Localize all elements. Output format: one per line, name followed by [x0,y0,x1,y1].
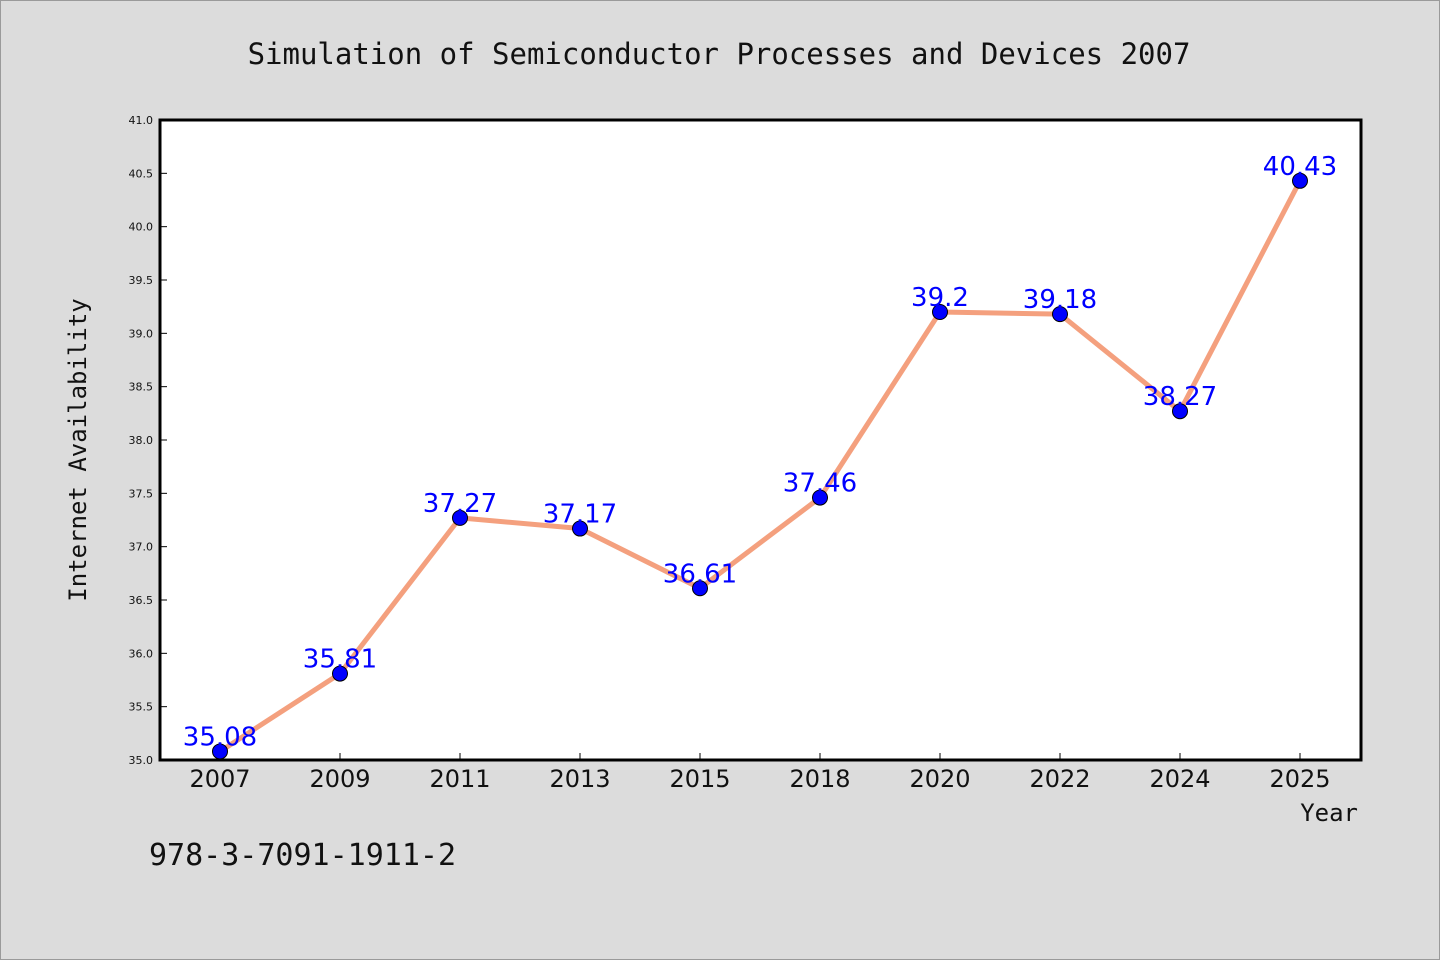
y-tick-label: 35.5 [129,701,154,714]
x-tick-label: 2011 [429,765,490,793]
series-line-group [217,178,1303,754]
y-tick-label: 35.0 [129,754,154,767]
data-label: 39.2 [911,283,969,313]
data-point [1292,172,1308,189]
data-point [332,665,348,682]
x-tick-label: 2024 [1149,765,1210,793]
data-markers [212,172,1308,760]
y-tick-label: 39.0 [129,327,154,340]
y-tick-label: 40.5 [129,167,154,180]
data-point [1052,306,1068,323]
data-point [212,743,228,760]
data-point [812,489,828,506]
data-label: 35.81 [303,645,377,675]
y-tick-label: 36.0 [129,647,154,660]
y-axis: 35.0 35.5 36.0 36.5 37.0 37.5 38.0 38.5 39.0 39.5… [129,114,167,767]
series-line [217,178,1303,754]
y-tick-label: 38.0 [129,434,154,447]
data-label: 40.43 [1263,152,1337,182]
x-tick-label: 2020 [909,765,970,793]
x-tick-label: 2013 [549,765,610,793]
isbn-text: 978-3-7091-1911-2 [149,838,456,873]
data-label: 37.46 [783,469,857,499]
x-tick-label: 2007 [189,765,250,793]
x-tick-label: 2025 [1269,765,1330,793]
data-point [452,509,468,526]
y-tick-label: 37.5 [129,487,154,500]
y-tick-label: 41.0 [129,114,154,127]
data-label: 35.08 [183,722,257,752]
y-tick-label: 40.0 [129,221,154,234]
y-tick-label: 39.5 [129,274,154,287]
y-tick-label: 37.0 [129,541,154,554]
data-point [1172,403,1188,420]
data-label: 38.27 [1143,382,1217,412]
plot-area [158,118,1363,762]
y-axis-label: Internet Availability [64,298,92,601]
x-tick-label: 2009 [309,765,370,793]
data-label: 36.61 [663,559,737,589]
x-axis-label: Year [1300,799,1358,827]
data-point [932,304,948,320]
data-labels: 35.08 35.81 37.27 37.17 36.61 37.46 39.2 39.18 3… [183,152,1337,753]
x-axis: 2007 2009 2011 2013 2015 2018 2020 2022 2024 2025 [189,753,1331,793]
x-tick-label: 2015 [669,765,730,793]
y-tick-label: 36.5 [129,594,154,607]
data-label: 39.18 [1023,285,1097,315]
data-label: 37.17 [543,500,617,530]
chart-title: Simulation of Semiconductor Processes an… [248,37,1191,71]
x-tick-label: 2022 [1029,765,1090,793]
data-point [692,580,708,597]
x-tick-label: 2018 [789,765,850,793]
y-tick-label: 38.5 [129,381,154,394]
data-point [572,520,588,537]
data-label: 37.27 [423,489,497,519]
